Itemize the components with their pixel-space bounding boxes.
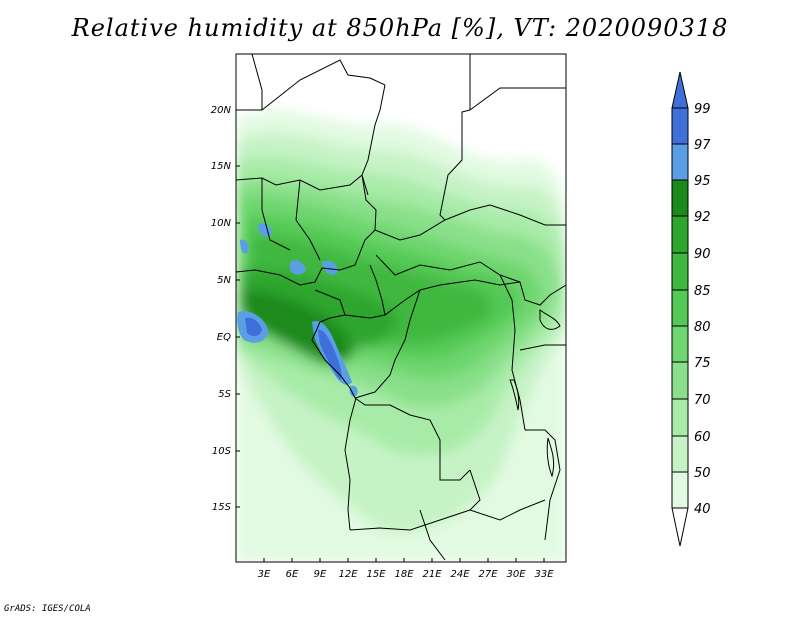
humidity-95-pockets [237, 223, 358, 397]
colorbar-segment [672, 253, 688, 290]
lat-tick-label: 15N [211, 161, 232, 172]
lat-tick-label: EQ [217, 332, 231, 343]
colorbar-segment [672, 326, 688, 362]
colorbar-label: 90 [694, 247, 711, 262]
humidity-field [236, 54, 566, 562]
colorbar-label: 50 [694, 466, 711, 481]
colorbar-bottom-arrow [672, 508, 688, 546]
colorbar-segment [672, 362, 688, 399]
colorbar-top-arrow [672, 72, 688, 108]
colorbar-label: 80 [694, 320, 711, 335]
country-borders [236, 54, 566, 561]
lon-tick-label: 24E [450, 569, 470, 580]
map-frame [235, 53, 567, 563]
colorbar-label: 95 [694, 174, 711, 189]
colorbar-segment [672, 108, 688, 144]
lon-tick-label: 27E [478, 569, 498, 580]
lon-tick-label: 33E [534, 569, 554, 580]
lat-tick-label: 20N [211, 105, 232, 116]
lon-tick-label: 9E [314, 569, 327, 580]
lat-tick-label: 15S [212, 502, 232, 513]
colorbar-segment [672, 436, 688, 472]
colorbar-segment [672, 399, 688, 436]
lon-tick-label: 21E [422, 569, 442, 580]
colorbar-label: 70 [694, 393, 711, 408]
lon-tick-label: 6E [286, 569, 299, 580]
lat-tick-label: 10N [211, 218, 232, 229]
lon-tick-label: 18E [394, 569, 414, 580]
grads-credit: GrADS: IGES/COLA [4, 604, 91, 614]
lon-tick-label: 15E [366, 569, 386, 580]
colorbar-label: 92 [694, 210, 711, 225]
colorbar-segment [672, 290, 688, 326]
colorbar-label: 85 [694, 284, 711, 299]
latitude-axis: 20N 15N 10N 5N EQ 5S 10S 15S [211, 105, 240, 513]
colorbar-label: 99 [694, 102, 711, 117]
colorbar-label: 75 [694, 356, 711, 371]
colorbar-segment [672, 472, 688, 508]
lon-tick-label: 3E [258, 569, 271, 580]
colorbar-label: 60 [694, 430, 711, 445]
colorbar-label: 40 [694, 502, 711, 517]
colorbar: 99 97 95 92 90 85 80 75 70 60 50 40 [671, 71, 711, 547]
longitude-axis: 3E 6E 9E 12E 15E 18E 21E 24E 27E 30E 33E [258, 558, 554, 580]
lat-tick-label: 10S [212, 446, 232, 457]
lat-tick-label: 5N [217, 275, 231, 286]
colorbar-segment [672, 144, 688, 180]
colorbar-segment [672, 180, 688, 216]
lat-tick-label: 5S [218, 389, 231, 400]
map-title: Relative humidity at 850hPa [%], VT: 202… [71, 14, 729, 42]
colorbar-label: 97 [694, 138, 711, 153]
colorbar-segment [672, 216, 688, 253]
lon-tick-label: 30E [506, 569, 526, 580]
lon-tick-label: 12E [338, 569, 358, 580]
